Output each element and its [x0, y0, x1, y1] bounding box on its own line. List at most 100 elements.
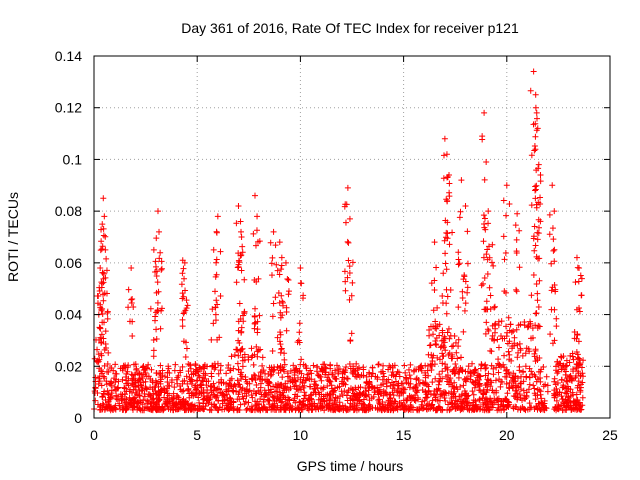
data-point	[190, 403, 197, 410]
data-point	[252, 377, 259, 384]
data-point	[291, 395, 298, 402]
data-point	[326, 377, 333, 384]
data-point	[242, 376, 249, 383]
data-point	[488, 403, 495, 410]
data-point	[535, 400, 542, 407]
data-point	[181, 259, 188, 266]
data-point	[276, 338, 283, 345]
data-point	[499, 378, 506, 385]
data-point	[152, 258, 159, 265]
data-point	[225, 362, 232, 369]
data-point	[443, 300, 450, 307]
data-point	[98, 246, 105, 253]
data-point	[487, 292, 494, 299]
data-point	[230, 388, 237, 395]
data-point	[532, 104, 539, 111]
data-point	[346, 215, 353, 222]
data-point	[513, 250, 520, 257]
data-point	[204, 363, 211, 370]
data-point	[219, 400, 226, 407]
data-point	[527, 87, 534, 94]
data-point	[98, 331, 105, 338]
data-point	[98, 306, 105, 313]
data-point	[435, 403, 442, 410]
data-point	[430, 352, 437, 359]
data-point	[208, 389, 215, 396]
data-point	[101, 319, 108, 326]
data-point	[456, 214, 463, 221]
data-point	[238, 234, 245, 240]
data-point	[249, 376, 256, 383]
data-point	[400, 406, 407, 413]
data-point	[121, 399, 128, 406]
data-point	[148, 366, 155, 373]
data-point	[318, 391, 325, 398]
data-point	[238, 252, 245, 259]
data-point	[332, 385, 339, 392]
data-point	[429, 363, 436, 370]
data-point	[440, 175, 447, 182]
data-point	[230, 403, 237, 410]
data-point	[102, 396, 109, 403]
data-point	[320, 361, 327, 368]
data-point	[501, 288, 508, 295]
data-point	[98, 226, 105, 233]
data-point	[152, 263, 159, 270]
data-point	[501, 364, 508, 371]
data-point	[433, 341, 440, 348]
data-point	[113, 376, 120, 383]
data-point	[251, 276, 258, 283]
data-point	[286, 405, 293, 412]
data-point	[573, 365, 580, 372]
data-point	[537, 368, 544, 375]
data-point	[436, 356, 443, 363]
data-point	[577, 387, 584, 394]
data-point	[452, 339, 459, 346]
data-point	[579, 394, 586, 401]
data-point	[362, 403, 369, 410]
data-point	[113, 395, 120, 402]
data-point	[100, 279, 107, 286]
data-point	[569, 375, 576, 382]
data-point	[485, 220, 492, 227]
data-point	[387, 394, 394, 401]
data-point	[250, 230, 257, 237]
data-point	[156, 228, 163, 235]
data-point	[341, 268, 348, 275]
data-point	[186, 361, 193, 368]
data-point	[408, 396, 415, 403]
data-point	[441, 237, 448, 244]
data-point	[461, 307, 468, 314]
data-point	[169, 399, 176, 406]
data-point	[578, 384, 585, 391]
data-point	[188, 392, 195, 399]
data-point	[444, 198, 451, 205]
data-point	[306, 401, 313, 408]
data-point	[472, 378, 479, 385]
data-point	[552, 392, 559, 399]
data-point	[213, 297, 220, 304]
data-point	[505, 314, 512, 321]
data-point	[317, 373, 324, 380]
data-point	[553, 367, 560, 374]
data-point	[532, 310, 539, 317]
data-point	[100, 195, 107, 202]
data-point	[353, 402, 360, 409]
data-point	[235, 327, 242, 334]
data-point	[318, 365, 325, 372]
data-point	[472, 398, 479, 405]
data-point	[552, 288, 559, 295]
data-point	[425, 351, 432, 358]
data-point	[385, 376, 392, 383]
data-point	[440, 152, 447, 159]
data-point	[366, 383, 373, 390]
data-point	[183, 305, 190, 312]
data-point	[570, 356, 577, 363]
data-point	[128, 371, 135, 378]
data-point	[433, 264, 440, 271]
data-point	[448, 395, 455, 402]
data-point	[97, 265, 104, 272]
data-point	[376, 388, 383, 395]
data-point	[234, 377, 241, 384]
data-point	[527, 318, 534, 325]
